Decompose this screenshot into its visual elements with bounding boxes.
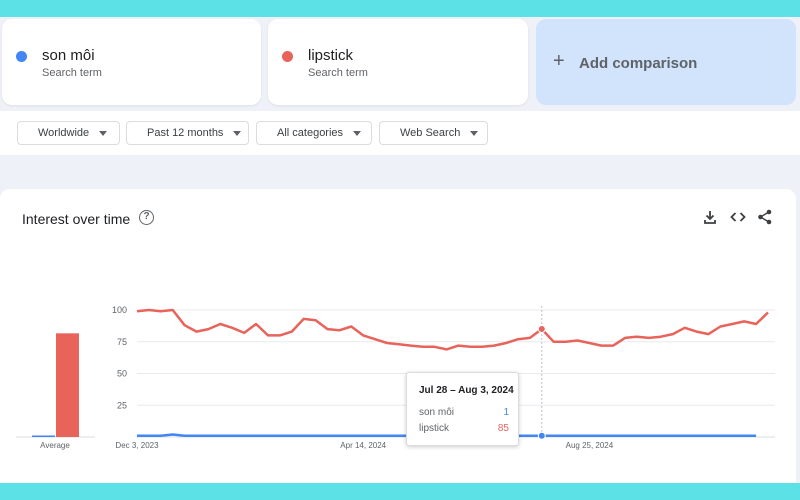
chevron-down-icon — [353, 130, 362, 136]
interest-over-time-panel: Interest over time ? Average 25 50 75 100 De… — [0, 189, 796, 483]
download-icon[interactable] — [701, 208, 719, 226]
average-bar — [56, 333, 79, 437]
help-icon[interactable]: ? — [139, 210, 154, 225]
x-tick-label: Aug 25, 2024 — [566, 441, 614, 450]
share-icon[interactable] — [756, 208, 774, 226]
filter-label: All categories — [277, 127, 344, 139]
term-color-dot — [282, 51, 293, 62]
tooltip-series-value: 1 — [503, 407, 509, 418]
y-tick-label: 100 — [112, 305, 127, 315]
embed-icon[interactable] — [729, 208, 747, 226]
term-subtitle: Search term — [308, 67, 368, 79]
term-name[interactable]: son môi — [42, 47, 95, 64]
filter-bar: Worldwide Past 12 months All categories … — [0, 111, 800, 155]
tooltip-date: Jul 28 – Aug 3, 2024 — [419, 385, 514, 396]
tooltip-series-value: 85 — [497, 423, 509, 434]
filter-search-type-dropdown[interactable]: Web Search — [379, 121, 488, 145]
add-comparison-label: Add comparison — [579, 55, 698, 72]
panel-title: Interest over time — [22, 211, 131, 227]
tooltip-series-name: son môi — [419, 407, 455, 418]
term-color-dot — [16, 51, 27, 62]
chevron-down-icon — [470, 130, 479, 136]
interest-chart: Average 25 50 75 100 Dec 3, 2023 Apr 14, 2024… — [16, 305, 775, 450]
search-term-card-1[interactable]: son môi Search term — [2, 19, 261, 105]
series-line — [136, 308, 769, 351]
search-term-card-2[interactable]: lipstick Search term — [268, 19, 528, 105]
x-tick-label: Apr 14, 2024 — [340, 441, 386, 450]
term-name[interactable]: lipstick — [308, 47, 354, 64]
term-subtitle: Search term — [42, 67, 102, 79]
filter-label: Web Search — [400, 127, 461, 139]
y-tick-label: 75 — [117, 337, 127, 347]
filter-location-dropdown[interactable]: Worldwide — [17, 121, 120, 145]
average-bar — [32, 435, 55, 437]
chart-tooltip: Jul 28 – Aug 3, 2024 son môi 1 lipstick … — [406, 372, 519, 446]
filter-category-dropdown[interactable]: All categories — [256, 121, 372, 145]
tooltip-row: son môi 1 — [419, 407, 509, 418]
filter-time-dropdown[interactable]: Past 12 months — [126, 121, 249, 145]
tooltip-series-name: lipstick — [419, 423, 450, 434]
y-tick-label: 25 — [117, 400, 127, 410]
plus-icon: + — [553, 50, 565, 72]
filter-label: Past 12 months — [147, 127, 224, 139]
filter-label: Worldwide — [38, 127, 90, 139]
hover-point — [537, 325, 546, 334]
chevron-down-icon — [99, 130, 108, 136]
average-label: Average — [40, 441, 70, 450]
tooltip-row: lipstick 85 — [419, 423, 509, 434]
chevron-down-icon — [233, 130, 242, 136]
hover-point — [537, 431, 546, 440]
add-comparison-button[interactable]: + Add comparison — [536, 19, 796, 105]
trends-canvas: son môi Search term lipstick Search term… — [0, 17, 800, 483]
y-tick-label: 50 — [117, 369, 127, 379]
x-tick-label: Dec 3, 2023 — [115, 441, 159, 450]
